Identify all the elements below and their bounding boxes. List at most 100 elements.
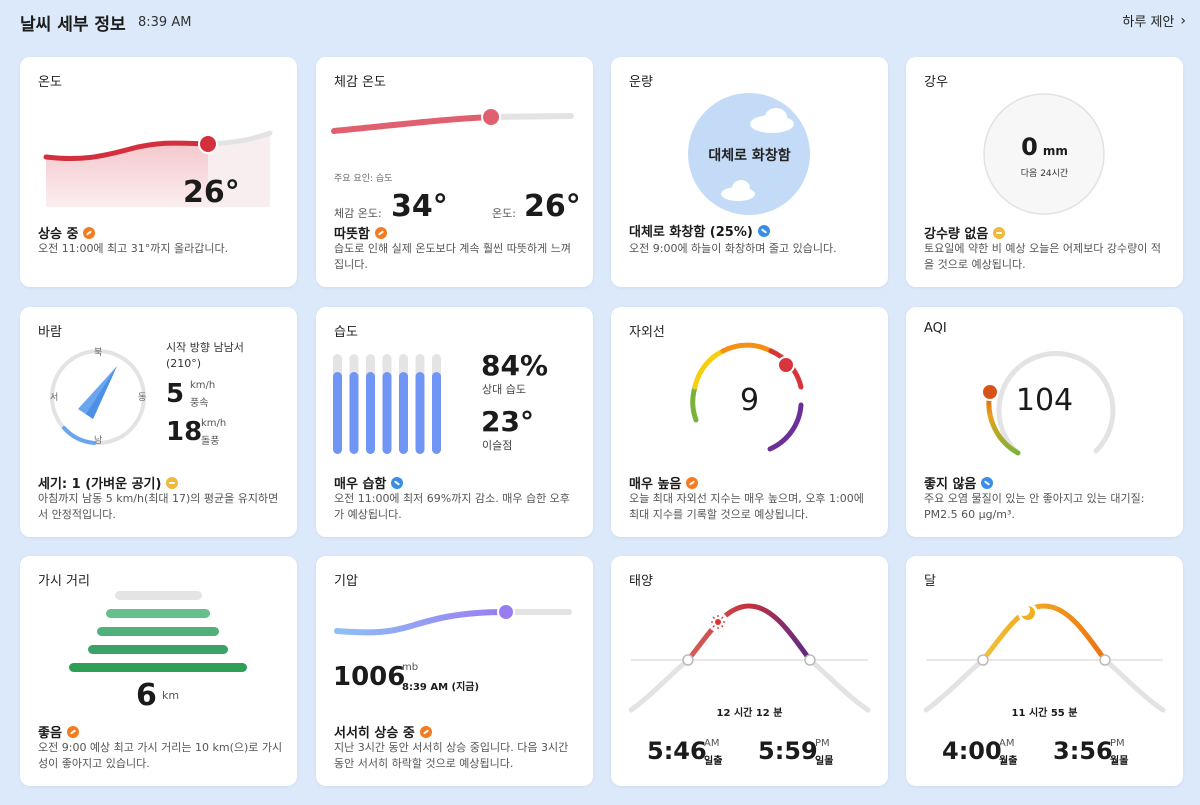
- feels-like-card[interactable]: 체감 온도 주요 요인: 습도 체감 온도: 34° 온도: 26° 따뜻함 습…: [316, 57, 593, 287]
- humidity-card[interactable]: 습도 84% 상대 습도 23° 이슬점 매우 습함 오전 11:00에 최저 …: [316, 307, 593, 537]
- trend-up-icon: [374, 226, 387, 239]
- compass-s: 남: [94, 436, 103, 446]
- temperature-value: 26°: [183, 175, 240, 210]
- sun-card[interactable]: 태양 12 시간 12 분 5:46 AM 일출 5:59 PM 일몰: [611, 556, 888, 786]
- cloud-status: 대체로 화창함 (25%): [629, 221, 770, 240]
- aqi-card[interactable]: AQI 104 좋지 않음 주요 오염 물질이 있는 안 좋아지고 있는 대기질…: [906, 307, 1183, 537]
- status-label: 세기: 1 (가벼운 공기): [38, 477, 162, 492]
- wind-status: 세기: 1 (가벼운 공기): [38, 473, 179, 492]
- pressure-status: 서서히 상승 중: [334, 722, 432, 741]
- humidity-label: 상대 습도: [482, 383, 526, 396]
- visibility-status: 좋음: [38, 722, 79, 741]
- wind-card[interactable]: 바람 북 남 동 서 시작 방향 남남서 (210°) 5 km/h 풍속 18…: [20, 307, 297, 537]
- wind-gust-unit: km/h: [201, 418, 227, 429]
- humidity-value: 84%: [481, 349, 549, 382]
- sunrise-label: 일출: [704, 756, 723, 767]
- visibility-value: 6: [136, 678, 157, 713]
- cloud-cover-card[interactable]: 운량 대체로 화창함 대체로 화창함 (25%) 오전 9:00에 하늘이 화창…: [611, 57, 888, 287]
- cloud-center-label: 대체로 화창함: [708, 148, 791, 164]
- humidity-bar: [349, 372, 359, 454]
- temperature-card[interactable]: 온도 26° 상승 중 오전 11:00에 최고 31°까지 올라갑니다.: [20, 57, 297, 287]
- rain-status: 강수량 없음: [924, 223, 1006, 242]
- trend-down-icon: [757, 224, 770, 237]
- card-title: 자외선: [629, 325, 665, 340]
- trend-up-icon: [83, 226, 96, 239]
- wind-direction-text: 시작 방향 남남서 (210°): [166, 341, 244, 370]
- wind-desc: 아침까지 남동 5 km/h(최대 17)의 평균을 유지하면서 안정적입니다.: [38, 492, 279, 521]
- sunset-time: 5:59: [758, 737, 818, 765]
- moonset-time: 3:56: [1053, 737, 1113, 765]
- pressure-time: 8:39 AM (지금): [402, 682, 480, 693]
- wind-speed-unit: km/h: [190, 380, 216, 391]
- rain-card[interactable]: 강우 0 mm 다음 24시간 강수량 없음 토요일에 약한 비 예상 오늘은 …: [906, 57, 1183, 287]
- moon-arc: [923, 603, 1166, 713]
- aqi-desc: 주요 오염 물질이 있는 안 좋아지고 있는 대기질: PM2.5 60 μg/…: [924, 492, 1145, 521]
- header-time: 8:39 AM: [138, 15, 192, 30]
- pressure-unit: mb: [402, 662, 419, 673]
- humidity-bar: [415, 372, 425, 454]
- temp-value: 26°: [524, 189, 581, 224]
- cloud-graphic: [688, 93, 810, 215]
- compass-e: 동: [138, 393, 147, 403]
- moon-duration: 11 시간 55 분: [1011, 708, 1078, 719]
- trend-down-icon: [391, 476, 404, 489]
- feels-like-slider: [331, 107, 574, 134]
- trend-down-icon: [981, 476, 994, 489]
- moon-card[interactable]: 달 11 시간 55 분 4:00 AM 월출 3:56 PM 월몰: [906, 556, 1183, 786]
- sunrise-time: 5:46: [647, 737, 707, 765]
- pressure-graph: [334, 603, 572, 636]
- dew-point-value: 23°: [481, 405, 534, 438]
- trend-steady-icon: [166, 476, 179, 489]
- daily-suggestion-label: 하루 제안: [1122, 15, 1175, 30]
- moonset-label: 월몰: [1110, 756, 1129, 767]
- card-title: 달: [924, 574, 936, 589]
- card-title: 태양: [629, 574, 653, 589]
- humidity-bar: [366, 372, 375, 454]
- card-title: AQI: [924, 321, 947, 336]
- uv-desc: 오늘 최대 자외선 지수는 매우 높으며, 오후 1:00에 최대 지수를 기록…: [629, 492, 864, 521]
- sun-arc: [628, 603, 871, 713]
- wind-gust-value: 18: [166, 417, 203, 447]
- sunset-label: 일몰: [815, 756, 834, 767]
- uv-value: 9: [739, 383, 760, 418]
- compass-w: 서: [50, 393, 59, 403]
- status-label: 대체로 화창함 (25%): [629, 225, 753, 240]
- uv-card[interactable]: 자외선 9 매우 높음 오늘 최대 자외선 지수는 매우 높으며, 오후 1:0…: [611, 307, 888, 537]
- trend-steady-icon: [993, 226, 1006, 239]
- sunrise-ampm: AM: [704, 738, 720, 749]
- page-title: 날씨 세부 정보: [20, 15, 126, 35]
- humidity-desc: 오전 11:00에 최저 69%까지 감소. 매우 습한 오후가 예상됩니다.: [334, 492, 570, 521]
- aqi-status: 좋지 않음: [924, 473, 994, 492]
- daily-suggestion-link[interactable]: 하루 제안 ›: [1122, 11, 1186, 31]
- humidity-bar: [432, 372, 441, 454]
- card-title: 가시 거리: [38, 574, 90, 589]
- visibility-desc: 오전 9:00 예상 최고 가시 거리는 10 km(으)로 가시성이 좋아지고…: [38, 741, 283, 770]
- card-title: 기압: [334, 574, 358, 589]
- humidity-status: 매우 습함: [334, 473, 404, 492]
- moonrise-ampm: AM: [999, 738, 1015, 749]
- pressure-desc: 지난 3시간 동안 서서히 상승 중입니다. 다음 3시간 동안 서서히 하락할…: [334, 741, 569, 770]
- card-title: 체감 온도: [334, 75, 386, 90]
- cloud-desc: 오전 9:00에 하늘이 화창하며 줄고 있습니다.: [629, 242, 837, 255]
- wind-arrow-icon: [78, 366, 117, 419]
- visibility-card[interactable]: 가시 거리 6 km 좋음 오전 9:00 예상 최고 가시 거리는 10 km…: [20, 556, 297, 786]
- wind-gust-label: 돌풍: [201, 436, 220, 447]
- rain-desc: 토요일에 약한 비 예상 오늘은 어제보다 강수량이 적을 것으로 예상됩니다.: [924, 242, 1161, 271]
- temperature-desc: 오전 11:00에 최고 31°까지 올라갑니다.: [38, 242, 229, 255]
- aqi-gauge: [981, 350, 1116, 456]
- moonrise-label: 월출: [999, 756, 1018, 767]
- status-label: 강수량 없음: [924, 227, 989, 242]
- wind-compass: [50, 349, 146, 445]
- pressure-card[interactable]: 기압 1006 mb 8:39 AM (지금) 서서히 상승 중 지난 3시간 …: [316, 556, 593, 786]
- moonrise-time: 4:00: [942, 737, 1002, 765]
- feels-like-status: 따뜻함: [334, 223, 387, 242]
- humidity-bar: [382, 372, 392, 454]
- status-label: 서서히 상승 중: [334, 726, 415, 741]
- status-label: 매우 습함: [334, 477, 387, 492]
- trend-up-icon: [419, 725, 432, 738]
- daylight-duration: 12 시간 12 분: [716, 708, 783, 719]
- card-title: 운량: [629, 75, 653, 90]
- wind-speed-label: 풍속: [190, 398, 209, 409]
- card-title: 습도: [334, 325, 358, 340]
- chevron-right-icon: ›: [1180, 12, 1186, 29]
